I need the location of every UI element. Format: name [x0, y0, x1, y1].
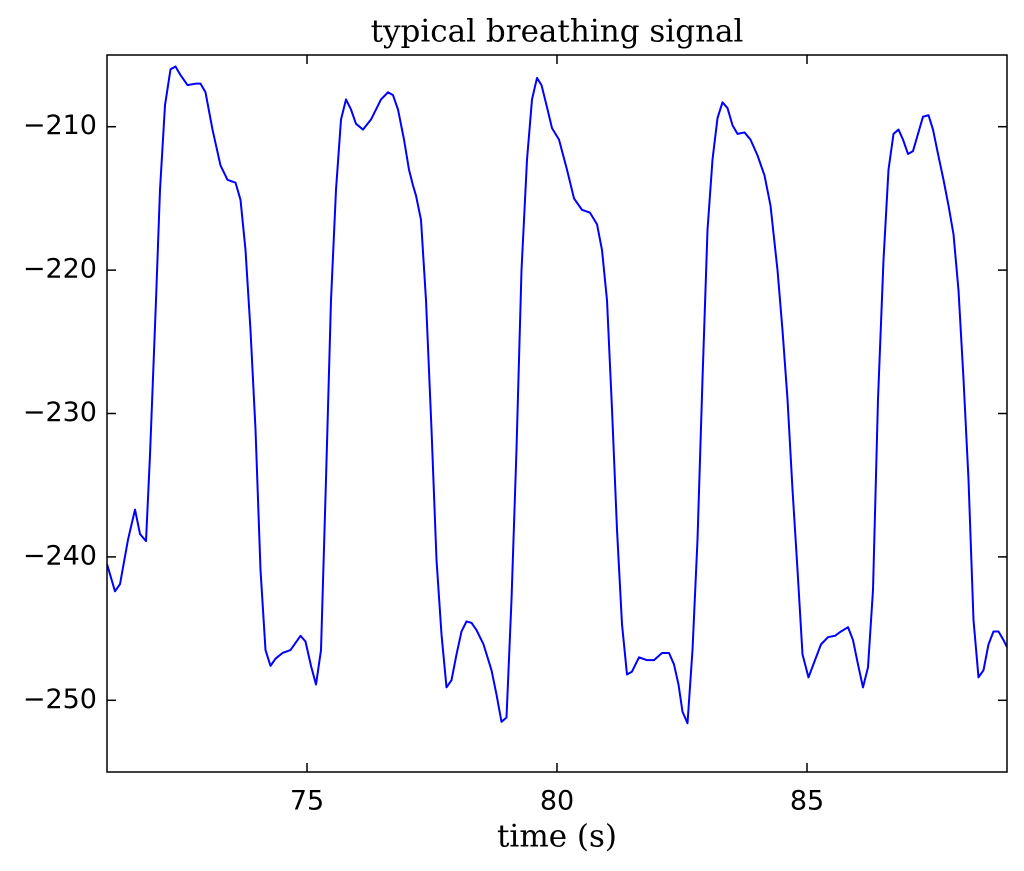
x-tick-label: 85: [790, 786, 824, 817]
y-tick-label: −240: [23, 540, 97, 571]
y-tick-label: −220: [23, 254, 97, 285]
y-tick-label: −210: [23, 110, 97, 141]
x-tick-label: 80: [540, 786, 574, 817]
x-tick-label: 75: [290, 786, 324, 817]
plot-area: [107, 65, 1007, 725]
chart-title: typical breathing signal: [371, 14, 744, 50]
plot-frame: [106, 54, 1008, 773]
line-series: [107, 65, 1007, 725]
x-axis-label: time (s): [497, 819, 617, 855]
y-tick-label: −230: [23, 397, 97, 428]
y-tick-label: −250: [23, 684, 97, 715]
